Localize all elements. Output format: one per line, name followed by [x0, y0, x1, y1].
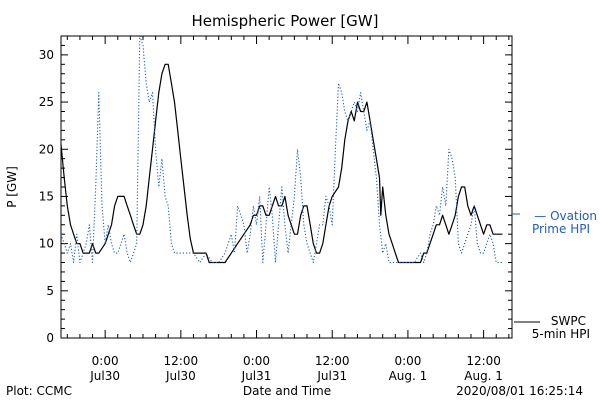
x-tick-label-date: Jul31 [316, 369, 347, 383]
x-tick-label-date: Jul30 [165, 369, 196, 383]
y-tick-label: 0 [46, 331, 54, 345]
y-axis: 0 5 10 15 20 25 30 [39, 35, 512, 345]
x-tick-label-date: Aug. 1 [389, 369, 428, 383]
legend-ovation: — Ovation Prime HPI [512, 209, 597, 236]
x-tick-label-time: 0:00 [243, 354, 270, 368]
x-tick-label-time: 0:00 [92, 354, 119, 368]
x-tick-label-date: Jul30 [89, 369, 120, 383]
y-axis-label: P [GW] [5, 166, 19, 208]
chart-title: Hemispheric Power [GW] [192, 12, 379, 30]
x-tick-label-time: 12:00 [315, 354, 350, 368]
footer-timestamp: 2020/08/01 16:25:14 [456, 384, 583, 398]
y-tick-label: 15 [39, 189, 54, 203]
y-tick-label: 10 [39, 237, 54, 251]
footer-plot-credit: Plot: CCMC [6, 384, 72, 398]
y-tick-label: 25 [39, 95, 54, 109]
legend-swpc-line2: 5-min HPI [532, 327, 590, 341]
plot-border [60, 35, 513, 339]
legend-ovation-line2: Prime HPI [532, 222, 590, 236]
x-axis: 0:00Jul3012:00Jul300:00Jul3112:00Jul310:… [66, 36, 510, 383]
plot-area [60, 35, 513, 339]
series-swpc-line [60, 63, 503, 264]
y-tick-label: 20 [39, 142, 54, 156]
x-axis-label: Date and Time [243, 384, 331, 398]
legend-swpc-line1: SWPC [551, 314, 586, 328]
x-tick-label-time: 12:00 [164, 354, 199, 368]
x-tick-label-time: 0:00 [394, 354, 421, 368]
legend-swpc: SWPC 5-min HPI [514, 314, 590, 341]
series-ovation-line [60, 35, 503, 264]
x-tick-label-date: Jul31 [241, 369, 272, 383]
x-tick-label-time: 12:00 [466, 354, 501, 368]
legend-ovation-line1: — Ovation [534, 209, 597, 223]
y-tick-label: 30 [39, 48, 54, 62]
y-tick-label: 5 [46, 284, 54, 298]
x-tick-label-date: Aug. 1 [464, 369, 503, 383]
series-layer [60, 35, 503, 264]
